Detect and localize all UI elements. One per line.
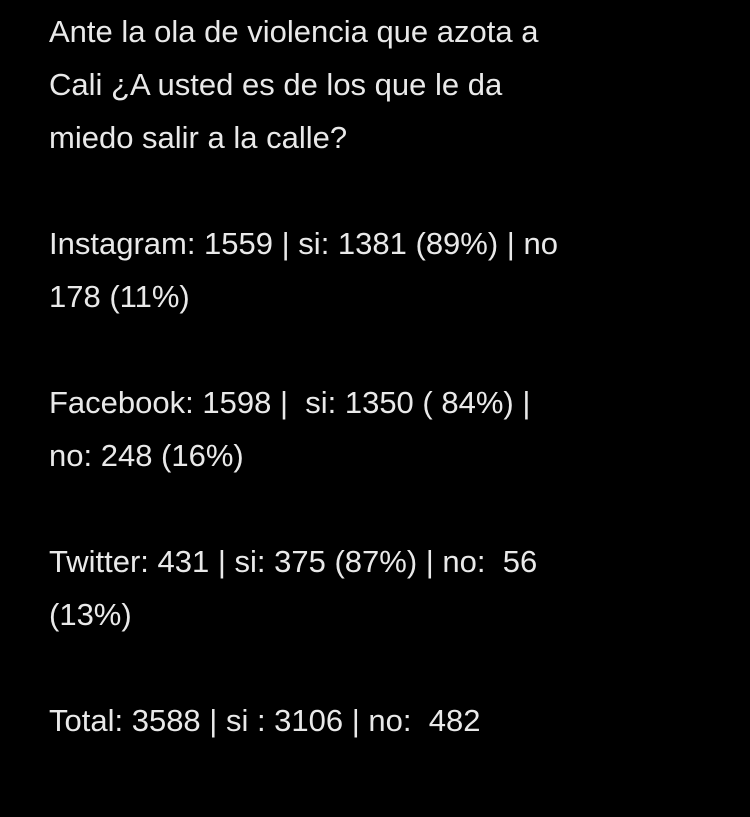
question-line: Ante la ola de violencia que azota a: [49, 14, 539, 49]
question-line: miedo salir a la calle?: [49, 120, 348, 155]
total-results: Total: 3588 | si : 3106 | no: 482: [49, 694, 739, 747]
result-line: no: 248 (16%): [49, 438, 244, 473]
result-line: 178 (11%): [49, 279, 190, 314]
question-line: Cali ¿A usted es de los que le da: [49, 67, 503, 102]
poll-question: Ante la ola de violencia que azota a Cal…: [49, 5, 739, 164]
result-line: Facebook: 1598 | si: 1350 ( 84%) |: [49, 385, 531, 420]
facebook-results: Facebook: 1598 | si: 1350 ( 84%) | no: 2…: [49, 376, 739, 482]
result-line: Twitter: 431 | si: 375 (87%) | no: 56: [49, 544, 538, 579]
poll-results-text: Ante la ola de violencia que azota a Cal…: [49, 5, 739, 800]
twitter-results: Twitter: 431 | si: 375 (87%) | no: 56 (1…: [49, 535, 739, 641]
result-line: Total: 3588 | si : 3106 | no: 482: [49, 703, 481, 738]
result-line: (13%): [49, 597, 132, 632]
result-line: Instagram: 1559 | si: 1381 (89%) | no: [49, 226, 558, 261]
instagram-results: Instagram: 1559 | si: 1381 (89%) | no 17…: [49, 217, 739, 323]
